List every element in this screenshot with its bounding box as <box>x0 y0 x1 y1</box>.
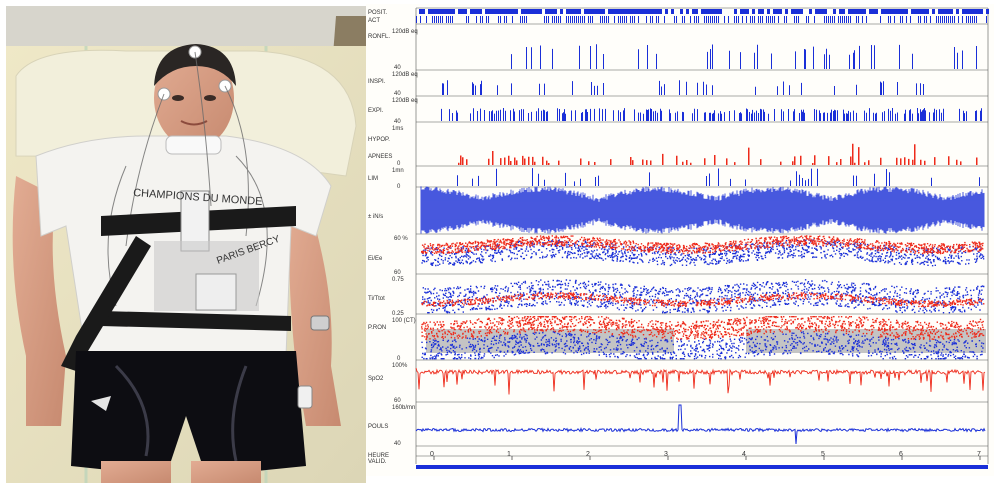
label-hypop: HYPOP. <box>368 137 390 143</box>
hour-1: 1 <box>507 451 511 458</box>
expiration-bars <box>441 108 982 121</box>
label-spo2: SpO2 <box>368 376 384 382</box>
scale-lim-top: 1mn <box>392 168 404 174</box>
label-expi: EXPI. <box>368 108 384 114</box>
scale-expi-top: 120dB eq <box>392 98 418 104</box>
polysomnography-traces <box>415 7 989 469</box>
scale-eiee-bottom: 60 <box>394 270 401 276</box>
scale-spo2-bottom: 60 <box>394 398 401 404</box>
scale-ronfl-top: 120dB eq <box>392 29 418 35</box>
scale-eiee-top: 60 % <box>394 236 408 242</box>
ei-ee-scatter-red <box>421 235 984 255</box>
scale-spo2-top: 100% <box>392 363 408 369</box>
patient-photo: CHAMPIONS DU MONDE PARIS BERCY <box>6 6 366 483</box>
inspiration-bars <box>442 80 924 95</box>
pulse-trace <box>415 404 986 445</box>
label-titot: Ti/Ttot <box>368 296 385 302</box>
hour-2: 2 <box>586 451 590 458</box>
scale-ronfl-bottom: 40 <box>394 65 401 71</box>
polysomnography-chart: POSIT. ACT RONFL. INSPI. EXPI. HYPOP. AP… <box>366 4 994 476</box>
label-lim: LIM <box>368 176 379 182</box>
label-heure: HEURE <box>368 453 390 459</box>
position-trace <box>419 9 989 14</box>
label-pouls: POULS <box>368 424 389 430</box>
limb-movement-trace <box>457 168 980 186</box>
scale-titot-top: 0.75 <box>392 277 404 283</box>
spo2-trace <box>415 367 986 395</box>
pron-scatter-blue <box>421 331 985 360</box>
scale-hypop-top: 1ms <box>392 126 404 132</box>
ti-ttot-scatter-red <box>421 292 985 308</box>
hour-4: 4 <box>742 451 746 458</box>
scale-expi-bottom: 40 <box>394 119 401 125</box>
label-posit: POSIT. <box>368 10 388 16</box>
label-ronfl: RONFL. <box>368 34 391 40</box>
hour-5: 5 <box>821 451 825 458</box>
pron-scatter-red <box>421 316 985 341</box>
validity-bar <box>416 465 988 469</box>
snoring-bars <box>511 44 977 69</box>
scale-apnees-bottom: 0 <box>397 161 401 167</box>
scale-pron-top: 100 (CT) <box>392 318 416 324</box>
label-eiee: Ei/Ee <box>368 256 383 262</box>
hour-3: 3 <box>664 451 668 458</box>
label-valid: VALID. <box>368 459 387 465</box>
hour-7: 7 <box>977 451 981 458</box>
label-pron: P.RON <box>368 325 387 331</box>
scale-pron-bottom: 0 <box>397 356 401 362</box>
scale-pouls-bottom: 40 <box>394 441 401 447</box>
scale-pouls-top: 160b/mn <box>392 405 416 411</box>
scale-inspi-bottom: 40 <box>394 91 401 97</box>
label-apnees: APNEES <box>368 154 393 160</box>
scale-inspi-top: 120dB eq <box>392 72 418 78</box>
pressure-wave <box>420 186 985 234</box>
hour-6: 6 <box>899 451 903 458</box>
label-act: ACT <box>368 18 380 24</box>
hour-0: 0 <box>430 451 434 458</box>
patient-photo-illustration: CHAMPIONS DU MONDE PARIS BERCY <box>6 6 366 483</box>
apnea-events <box>458 143 978 165</box>
label-pw: ± iN/s <box>368 214 384 220</box>
scale-lim-mid: 0 <box>397 184 401 190</box>
label-inspi: INSPI. <box>368 79 386 85</box>
activity-trace <box>416 16 987 23</box>
scale-titot-bottom: 0.25 <box>392 311 404 317</box>
